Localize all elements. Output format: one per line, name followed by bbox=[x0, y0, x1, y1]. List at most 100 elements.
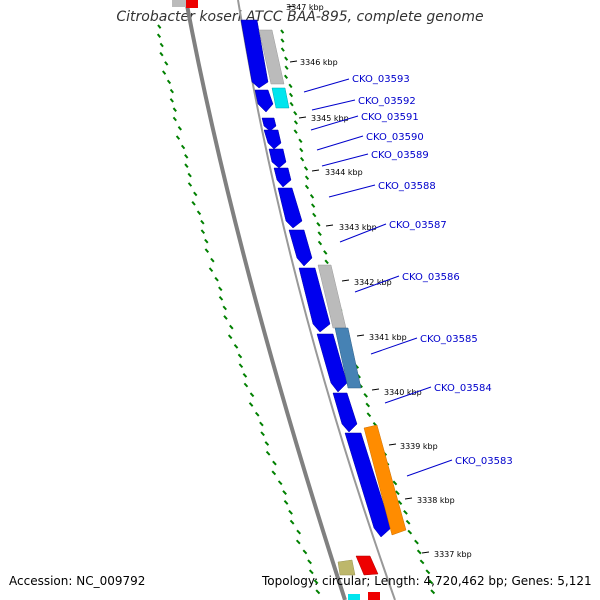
tick-mark bbox=[289, 60, 298, 63]
tick-track: 3347 kbp 3346 kbp 3345 kbp 3344 kbp 3343… bbox=[286, 3, 472, 559]
tan-feature[interactable] bbox=[337, 559, 356, 576]
leader-line bbox=[311, 99, 356, 111]
gc-dash bbox=[302, 549, 308, 555]
red-feature[interactable] bbox=[355, 555, 379, 576]
genome-summary: Topology: circular; Length: 4,720,462 bp… bbox=[262, 574, 592, 588]
tick-label: 3338 kbp bbox=[417, 496, 455, 505]
map-title: Citrobacter koseri ATCC BAA-895, complet… bbox=[116, 9, 484, 25]
gene-label[interactable]: CKO_03590 bbox=[366, 132, 424, 143]
gene-leaders bbox=[303, 78, 453, 477]
gene-label[interactable]: CKO_03593 bbox=[352, 74, 410, 85]
cds-arrow[interactable] bbox=[273, 167, 292, 188]
cds-arrow[interactable] bbox=[316, 333, 348, 393]
tick-label: 3337 kbp bbox=[434, 550, 472, 559]
gc-dash bbox=[363, 393, 368, 398]
gc-dash bbox=[309, 194, 315, 199]
gc-dash bbox=[164, 61, 169, 66]
tick-mark bbox=[388, 443, 397, 446]
gc-dash bbox=[172, 116, 177, 122]
gene-label[interactable]: CKO_03588 bbox=[378, 181, 436, 192]
gc-dash bbox=[323, 250, 328, 255]
gc-dash bbox=[428, 579, 434, 585]
gc-dash bbox=[293, 120, 299, 125]
gc-dash bbox=[312, 212, 317, 218]
cds-arrow[interactable] bbox=[261, 117, 277, 132]
gc-dash bbox=[284, 56, 289, 61]
tick-label: 3342 kbp bbox=[354, 278, 392, 287]
tick-mark bbox=[311, 169, 320, 172]
gene-label[interactable]: CKO_03587 bbox=[389, 220, 447, 231]
gc-dash bbox=[304, 184, 310, 190]
gc-dash bbox=[162, 70, 167, 75]
orange-feature[interactable] bbox=[363, 424, 407, 536]
gc-dash bbox=[317, 231, 322, 236]
cds-arrow[interactable] bbox=[263, 129, 282, 150]
tick-mark bbox=[404, 497, 413, 500]
gc-dash bbox=[214, 276, 219, 282]
cds-arrow[interactable] bbox=[240, 19, 269, 89]
gc-dash bbox=[405, 519, 411, 525]
gc-dash bbox=[218, 296, 224, 301]
leader-line bbox=[384, 386, 432, 404]
gc-content-track bbox=[156, 24, 436, 595]
tick-mark bbox=[371, 388, 380, 391]
top-red-feature[interactable] bbox=[186, 0, 198, 8]
gene-label[interactable]: CKO_03592 bbox=[358, 96, 416, 107]
gc-dash bbox=[166, 79, 172, 85]
gc-dash bbox=[204, 248, 210, 253]
gc-dash bbox=[184, 163, 189, 168]
gene-label[interactable]: CKO_03589 bbox=[371, 150, 429, 161]
tick-label: 3340 kbp bbox=[384, 388, 422, 397]
gc-dash bbox=[187, 182, 193, 187]
gc-dash bbox=[271, 470, 277, 476]
gene-labels: CKO_03593 CKO_03592 CKO_03591 CKO_03590 … bbox=[352, 74, 513, 467]
gene-label[interactable]: CKO_03591 bbox=[361, 112, 419, 123]
red-feature-bottom[interactable] bbox=[368, 592, 380, 600]
gene-label[interactable]: CKO_03584 bbox=[434, 383, 492, 394]
leader-line bbox=[303, 78, 350, 93]
cds-arrow[interactable] bbox=[288, 229, 313, 267]
tick-mark bbox=[421, 551, 430, 554]
gc-dash bbox=[299, 147, 304, 153]
gc-dash bbox=[324, 259, 329, 265]
cyan-feature[interactable] bbox=[271, 87, 290, 109]
gc-dash bbox=[298, 138, 303, 144]
tick-label: 3345 kbp bbox=[311, 114, 349, 123]
gene-label[interactable]: CKO_03585 bbox=[420, 334, 478, 345]
gc-dash bbox=[272, 460, 277, 466]
gc-dash bbox=[248, 402, 254, 407]
gc-dash bbox=[184, 154, 189, 159]
gc-dash bbox=[293, 111, 298, 116]
tick-mark bbox=[325, 224, 334, 227]
cds-arrow[interactable] bbox=[254, 89, 274, 113]
gc-dash bbox=[229, 324, 234, 330]
gc-dash bbox=[260, 431, 265, 437]
gc-dash bbox=[425, 569, 431, 575]
cyan-feature-bottom[interactable] bbox=[348, 594, 360, 600]
cds-arrow[interactable] bbox=[277, 187, 303, 229]
gc-dash bbox=[310, 203, 316, 208]
cds-arrow[interactable] bbox=[332, 392, 358, 433]
gc-dash bbox=[307, 559, 312, 565]
gc-dash bbox=[242, 373, 248, 378]
gc-dash bbox=[366, 412, 372, 418]
gene-label[interactable]: CKO_03583 bbox=[455, 456, 513, 467]
gc-dash bbox=[159, 51, 164, 57]
gene-label[interactable]: CKO_03586 bbox=[402, 272, 460, 283]
gc-dash bbox=[233, 344, 239, 349]
gc-dash bbox=[223, 315, 228, 320]
cds-arrow[interactable] bbox=[344, 432, 392, 538]
gc-dash bbox=[191, 201, 196, 206]
gc-dash bbox=[169, 88, 174, 94]
leader-line bbox=[321, 153, 369, 167]
gc-dash bbox=[397, 500, 403, 505]
gc-dash bbox=[177, 126, 183, 131]
gc-dash bbox=[237, 353, 243, 359]
top-gray-feature[interactable] bbox=[172, 0, 188, 7]
steel-feature[interactable] bbox=[334, 327, 362, 389]
gc-dash bbox=[289, 101, 294, 107]
gray-feature[interactable] bbox=[258, 29, 285, 85]
cds-arrow[interactable] bbox=[298, 267, 331, 333]
cds-arrow[interactable] bbox=[268, 148, 287, 169]
